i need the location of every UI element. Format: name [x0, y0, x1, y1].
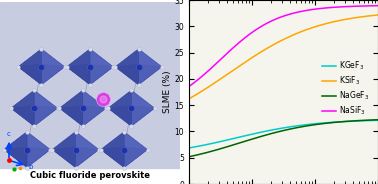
Polygon shape [101, 147, 147, 168]
Polygon shape [11, 105, 57, 126]
Polygon shape [138, 49, 162, 85]
Polygon shape [115, 49, 162, 67]
Polygon shape [11, 90, 57, 108]
Polygon shape [67, 64, 113, 85]
Polygon shape [83, 90, 106, 126]
NaGeF$_3$ [313, 123, 318, 126]
NaSiF$_3$ [329, 6, 334, 9]
Polygon shape [67, 49, 113, 67]
NaSiF$_3$ [313, 8, 318, 10]
KSiF$_3$ [235, 66, 240, 68]
Polygon shape [18, 49, 41, 85]
Polygon shape [108, 105, 155, 126]
KGeF$_3$ [298, 124, 303, 126]
KGeF$_3$ [187, 147, 191, 149]
Polygon shape [67, 49, 90, 85]
KGeF$_3$ [329, 121, 334, 123]
Text: Cubic fluoride perovskite: Cubic fluoride perovskite [30, 171, 150, 180]
Polygon shape [41, 49, 65, 85]
Polygon shape [115, 49, 138, 85]
Polygon shape [115, 64, 162, 85]
Polygon shape [131, 90, 155, 126]
Polygon shape [18, 64, 65, 85]
NaSiF$_3$ [376, 5, 378, 7]
NaGeF$_3$ [272, 132, 277, 134]
Polygon shape [4, 132, 27, 168]
KSiF$_3$ [298, 31, 303, 33]
Polygon shape [52, 147, 99, 168]
Polygon shape [76, 132, 99, 168]
Y-axis label: SLME (%): SLME (%) [163, 71, 172, 113]
KSiF$_3$ [376, 14, 378, 16]
Polygon shape [108, 90, 155, 108]
Text: b: b [29, 164, 33, 170]
Polygon shape [108, 90, 131, 126]
Polygon shape [59, 90, 106, 108]
NaGeF$_3$ [329, 122, 334, 124]
NaGeF$_3$ [298, 126, 303, 128]
KSiF$_3$ [313, 26, 318, 28]
KGeF$_3$ [272, 128, 277, 131]
Polygon shape [4, 147, 50, 168]
Polygon shape [90, 49, 113, 85]
KGeF$_3$ [220, 140, 225, 142]
Line: NaSiF$_3$: NaSiF$_3$ [189, 6, 378, 86]
Line: NaGeF$_3$: NaGeF$_3$ [189, 120, 378, 157]
Line: KGeF$_3$: KGeF$_3$ [189, 120, 378, 148]
Line: KSiF$_3$: KSiF$_3$ [189, 15, 378, 99]
Text: c: c [6, 131, 10, 137]
Polygon shape [52, 132, 76, 168]
KSiF$_3$ [329, 21, 334, 23]
Polygon shape [52, 132, 99, 150]
NaSiF$_3$ [187, 85, 191, 87]
Polygon shape [101, 132, 147, 150]
Polygon shape [59, 90, 83, 126]
NaSiF$_3$ [298, 10, 303, 13]
NaSiF$_3$ [235, 43, 240, 45]
NaGeF$_3$ [187, 156, 191, 158]
KSiF$_3$ [272, 43, 277, 45]
KSiF$_3$ [220, 77, 225, 79]
NaSiF$_3$ [272, 18, 277, 21]
Polygon shape [59, 105, 106, 126]
NaSiF$_3$ [220, 56, 225, 59]
Polygon shape [4, 132, 50, 150]
NaGeF$_3$ [235, 142, 240, 145]
Legend: KGeF$_3$, KSiF$_3$, NaGeF$_3$, NaSiF$_3$: KGeF$_3$, KSiF$_3$, NaGeF$_3$, NaSiF$_3$ [319, 56, 372, 120]
KGeF$_3$ [376, 119, 378, 121]
Polygon shape [101, 132, 124, 168]
NaGeF$_3$ [220, 147, 225, 149]
KSiF$_3$ [187, 98, 191, 100]
Polygon shape [34, 90, 57, 126]
Polygon shape [124, 132, 147, 168]
KGeF$_3$ [235, 136, 240, 139]
Polygon shape [27, 132, 50, 168]
Polygon shape [11, 90, 34, 126]
Polygon shape [18, 49, 65, 67]
KGeF$_3$ [313, 123, 318, 125]
NaGeF$_3$ [376, 119, 378, 121]
